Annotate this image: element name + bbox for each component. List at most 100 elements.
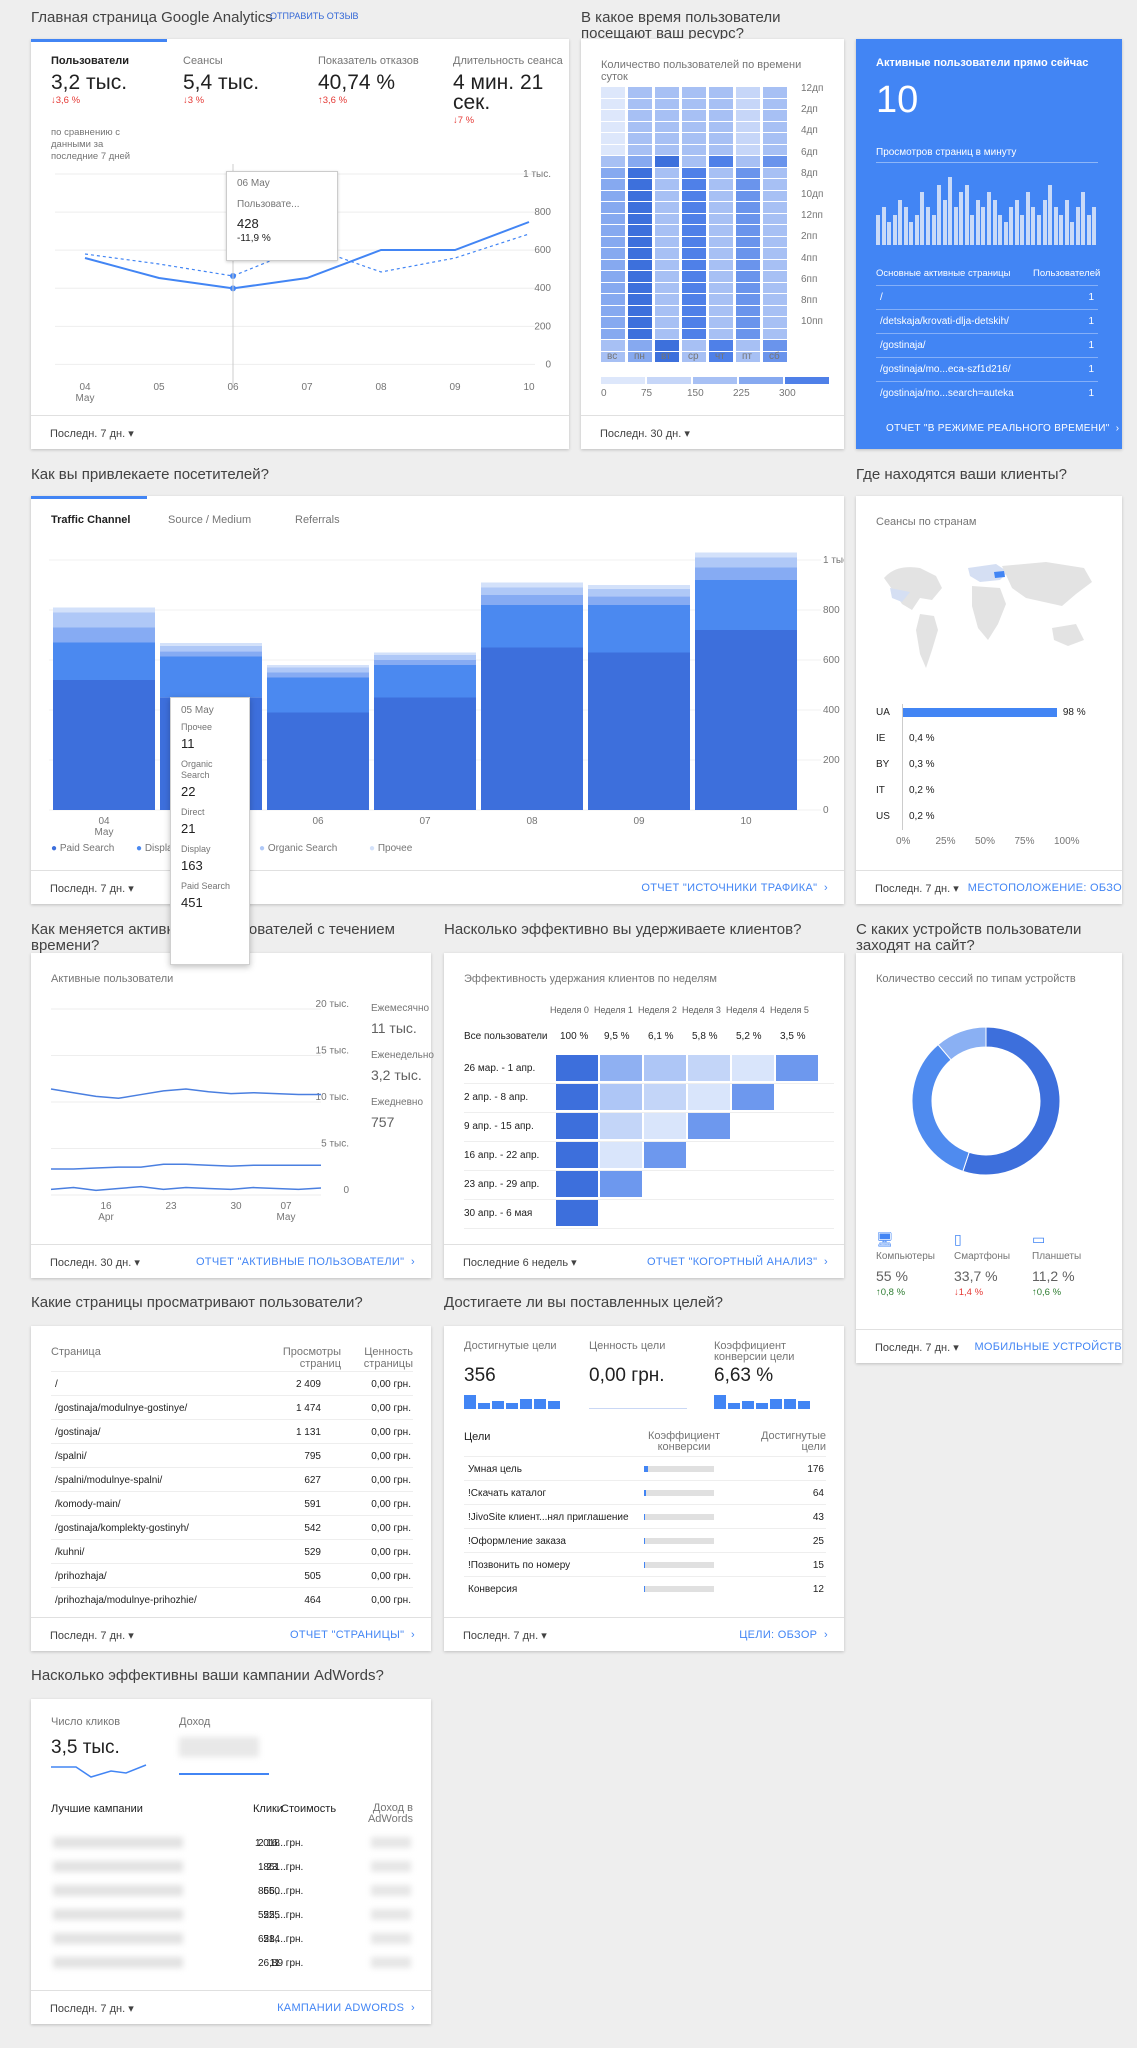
goal-row[interactable]: !Оформление заказа 25 xyxy=(464,1528,826,1552)
active-page-users: 1 xyxy=(1088,364,1094,375)
bar-segment xyxy=(695,580,797,630)
mobile-report-link[interactable]: МОБИЛЬНЫЕ УСТРОЙСТВ xyxy=(974,1341,1122,1353)
y-tick: 200 xyxy=(534,321,551,332)
period-selector[interactable]: Последние 6 недель ▾ xyxy=(463,1257,577,1269)
heatmap-cell xyxy=(763,340,787,351)
campaign-name-blurred xyxy=(53,1957,183,1968)
tab-referrals[interactable]: Referrals xyxy=(295,514,340,526)
goal-row[interactable]: Конверсия 12 xyxy=(464,1576,826,1600)
page-row[interactable]: /spalni/795 0,00 грн. xyxy=(51,1443,413,1467)
active-page-row[interactable]: /1 xyxy=(876,285,1098,309)
hour-label: 2дп xyxy=(801,104,818,116)
adwords-report-link[interactable]: КАМПАНИИ ADWORDS › xyxy=(277,2002,415,2014)
heatmap-cell xyxy=(763,305,787,316)
page-row[interactable]: /prihozhaja/505 0,00 грн. xyxy=(51,1563,413,1587)
heatmap-cell xyxy=(628,225,652,236)
period-selector[interactable]: Последн. 30 дн. ▾ xyxy=(600,428,690,440)
heatmap-cell xyxy=(736,259,760,270)
retention-card: Эффективность удержания клиентов по неде… xyxy=(444,953,844,1278)
tooltip-item: Прочее 11 xyxy=(181,722,239,751)
campaign-row[interactable]: 861 1 23...грн. xyxy=(51,1855,413,1879)
tab-traffic-channel[interactable]: Traffic Channel xyxy=(51,514,131,526)
cohort-cell xyxy=(600,1055,642,1081)
period-selector[interactable]: Последн. 7 дн. ▾ xyxy=(50,2003,134,2015)
active-page-row[interactable]: /gostinaja/mo...eca-szf1d216/1 xyxy=(876,357,1098,381)
tab-source-medium[interactable]: Source / Medium xyxy=(168,514,252,526)
campaign-row[interactable]: 1 018 2 16...грн. xyxy=(51,1831,413,1855)
page-row[interactable]: /spalni/modulnye-spalni/627 0,00 грн. xyxy=(51,1467,413,1491)
feedback-link[interactable]: ОТПРАВИТЬ ОТЗЫВ xyxy=(270,11,359,21)
location-report-link[interactable]: МЕСТОПОЛОЖЕНИЕ: ОБЗО xyxy=(967,882,1122,894)
heatmap-cell xyxy=(601,271,625,282)
clicks-sparkline xyxy=(51,1764,147,1778)
goal-row[interactable]: !JivoSite клиент...нял приглашение 43 xyxy=(464,1504,826,1528)
period-selector[interactable]: Последн. 30 дн. ▾ xyxy=(50,1257,140,1269)
rate-bar-fill xyxy=(644,1562,645,1568)
active-users-report-link[interactable]: ОТЧЕТ "АКТИВНЫЕ ПОЛЬЗОВАТЕЛИ" › xyxy=(195,1256,415,1268)
page-row[interactable]: / 2 409 0,00 грн. xyxy=(51,1371,413,1395)
metric-tab[interactable]: Показатель отказов 40,74 % ↑3,6 % xyxy=(318,55,438,106)
cohort-cell xyxy=(556,1142,598,1168)
campaign-row[interactable]: 550 866,...грн. xyxy=(51,1879,413,1903)
metric-tab[interactable]: Сеансы 5,4 тыс. ↓3 % xyxy=(183,55,303,106)
x-tick: 09 xyxy=(449,382,461,393)
active-page-row[interactable]: /detskaja/krovati-dlja-detskih/1 xyxy=(876,309,1098,333)
campaign-row[interactable]: 11 26,89 грн. xyxy=(51,1951,413,1975)
cohort-report-link[interactable]: ОТЧЕТ "КОГОРТНЫЙ АНАЛИЗ" › xyxy=(647,1256,828,1268)
bar-segment xyxy=(588,585,690,589)
bar-segment xyxy=(695,630,797,810)
page-row[interactable]: /kuhni/529 0,00 грн. xyxy=(51,1539,413,1563)
page-path: /komody-main/ xyxy=(55,1499,121,1510)
heatmap-cell xyxy=(682,351,706,362)
spark-bar xyxy=(770,1399,782,1409)
period-selector[interactable]: Последн. 7 дн. ▾ xyxy=(875,883,959,895)
active-page-row[interactable]: /gostinaja/mo...search=auteka 1 xyxy=(876,381,1098,405)
period-selector[interactable]: Последн. 7 дн. ▾ xyxy=(463,1630,547,1642)
metric-tab[interactable]: Пользователи 3,2 тыс. ↓3,6 % xyxy=(51,55,171,106)
period-selector[interactable]: Последн. 7 дн. ▾ xyxy=(50,428,134,440)
page-row[interactable]: /komody-main/591 0,00 грн. xyxy=(51,1491,413,1515)
period-selector[interactable]: Последн. 7 дн. ▾ xyxy=(50,883,134,895)
rate-bar-fill xyxy=(644,1514,645,1520)
campaign-row[interactable]: 525 525,...грн. xyxy=(51,1903,413,1927)
x-tick-month: May xyxy=(277,1212,296,1223)
page-value: 0,00 грн. xyxy=(371,1379,411,1390)
campaign-row[interactable]: 514 628,...грн. xyxy=(51,1927,413,1951)
device-value: 55 % xyxy=(876,1268,908,1284)
goal-row[interactable]: !Позвонить по номеру 15 xyxy=(464,1552,826,1576)
page-row[interactable]: /gostinaja/modulnye-gostinye/1 474 0,00 г… xyxy=(51,1395,413,1419)
hour-label: 4дп xyxy=(801,125,818,137)
goals-report-link[interactable]: ЦЕЛИ: ОБЗОР › xyxy=(739,1629,828,1641)
bar-segment xyxy=(588,588,690,597)
heatmap-cell xyxy=(628,340,652,351)
x-tick: 50% xyxy=(975,836,996,847)
period-selector[interactable]: Последн. 7 дн. ▾ xyxy=(50,1630,134,1642)
metric-tab[interactable]: Длительность сеанса 4 мин. 21 сек. ↓7 % xyxy=(453,55,573,126)
realtime-report-link[interactable]: ОТЧЕТ "В РЕЖИМЕ РЕАЛЬНОГО ВРЕМЕНИ" › xyxy=(886,423,1120,434)
page-row[interactable]: /gostinaja/1 131 0,00 грн. xyxy=(51,1419,413,1443)
y-tick: 0 xyxy=(545,359,551,370)
heatmap-cell xyxy=(763,144,787,155)
heatmap-cell xyxy=(601,156,625,167)
heatmap-cell xyxy=(709,225,733,236)
x-tick: 75% xyxy=(1014,836,1035,847)
retention-subtitle: Эффективность удержания клиентов по неде… xyxy=(464,973,717,985)
heatmap-cell xyxy=(709,328,733,339)
heatmap-cell xyxy=(601,248,625,259)
goal-row[interactable]: !Скачать каталог 64 xyxy=(464,1480,826,1504)
page-row[interactable]: /gostinaja/komplekty-gostinyh/542 0,00 гр… xyxy=(51,1515,413,1539)
heatmap-cell xyxy=(628,259,652,270)
page-row[interactable]: /prihozhaja/modulnye-prihozhie/464 0,00 г… xyxy=(51,1587,413,1611)
campaign-name-blurred xyxy=(53,1933,183,1944)
country-bar xyxy=(902,708,1057,717)
goal-row[interactable]: Умная цель 176 xyxy=(464,1456,826,1480)
heatmap-cell xyxy=(736,190,760,201)
heatmap-cell xyxy=(763,110,787,121)
pages-report-link[interactable]: ОТЧЕТ "СТРАНИЦЫ" › xyxy=(290,1629,415,1641)
active-page-row[interactable]: /gostinaja/1 xyxy=(876,333,1098,357)
spark-bar xyxy=(756,1403,768,1409)
device-item: ▭ Планшеты 11,2 % ↑0,6 % xyxy=(1032,1231,1108,1298)
traffic-sources-report-link[interactable]: ОТЧЕТ "ИСТОЧНИКИ ТРАФИКА" › xyxy=(641,882,828,894)
period-selector[interactable]: Последн. 7 дн. ▾ xyxy=(875,1342,959,1354)
heatmap-cell xyxy=(601,202,625,213)
